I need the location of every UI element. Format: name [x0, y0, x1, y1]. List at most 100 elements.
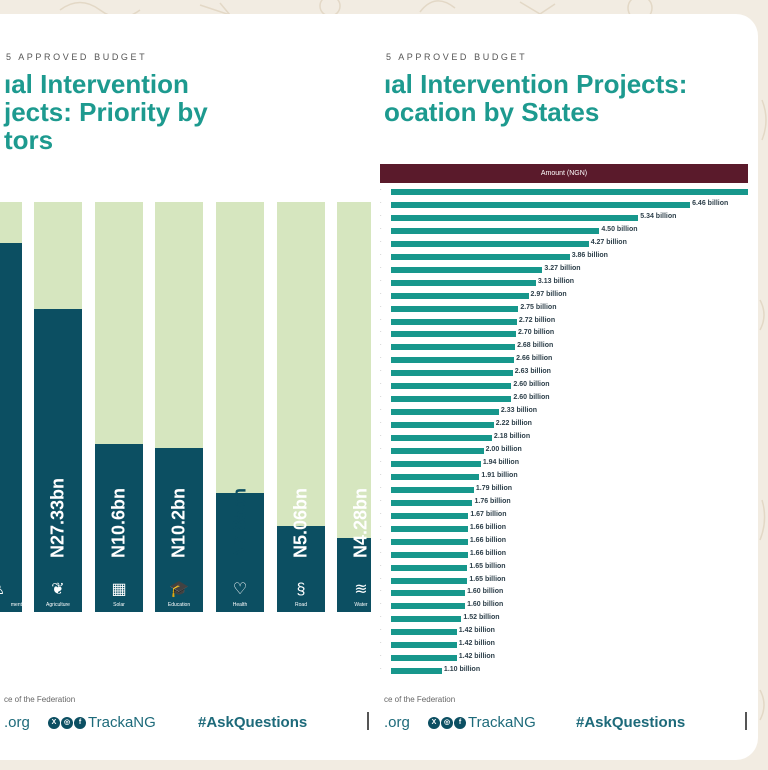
bar-value-label: 1.91 billion [481, 471, 518, 479]
bar-value-label: N10.6bn [108, 487, 129, 558]
state-bar [391, 318, 517, 325]
title-line: ıal Intervention Projects: [384, 69, 688, 99]
bar-fill [34, 308, 82, 612]
sector-bar-education: N10.2bn 🎓 Education [155, 202, 203, 612]
bar-value-label: 2.75 billion [520, 303, 557, 311]
state-bar [391, 448, 484, 454]
row-marker: · [380, 212, 382, 219]
state-bar [391, 603, 466, 610]
bar-value-label: 3.86 billion [571, 251, 608, 259]
state-bar [391, 577, 468, 584]
seedling-icon: ❦ [51, 581, 65, 598]
state-bar [391, 538, 468, 545]
handle-text: TrackaNG [468, 714, 536, 731]
sector-label: Health [232, 602, 248, 608]
sector-label: ment [10, 602, 22, 608]
state-bar [391, 201, 691, 208]
heart-pulse-icon: ♡ [232, 581, 248, 598]
state-bar [391, 383, 512, 390]
handle-text: TrackaNG [88, 714, 156, 731]
bar-value-label: 1.42 billion [458, 627, 495, 635]
water-waves-icon: ≋ [354, 581, 368, 598]
state-bar [391, 525, 468, 532]
row-marker: · [380, 510, 382, 517]
bar-value-label: 2.00 billion [485, 446, 522, 453]
bar-value-label: N10.2bn [168, 487, 189, 558]
sector-label: Water [354, 602, 368, 608]
row-marker: · [380, 290, 382, 297]
state-bar [391, 240, 589, 247]
state-bar [391, 564, 468, 571]
bar-value-label: 4.27 billion [590, 238, 627, 246]
x-icon: X [428, 717, 440, 729]
bar-value-label: 5.34 billion [640, 212, 677, 220]
bar-value-label: 1.67 billion [470, 510, 507, 518]
row-marker: · [380, 238, 382, 245]
bar-value-label: 1.65 billion [469, 562, 506, 570]
bar-value-label: 1.79 billion [475, 484, 513, 492]
bar-value-label: 1.65 billion [469, 575, 506, 583]
source-note: ce of the Federation [4, 695, 76, 704]
row-marker: · [380, 251, 382, 258]
row-marker: · [380, 394, 382, 401]
row-marker: · [380, 433, 382, 440]
bar-value-label: 3.13 billion [537, 277, 575, 285]
infographic-title: ıal Intervention jects: Priority by tors [4, 70, 208, 154]
state-bar [391, 253, 570, 260]
state-bar [391, 344, 516, 351]
state-bar [391, 512, 469, 519]
row-marker: · [380, 471, 382, 478]
website-text: .org [4, 714, 30, 731]
state-bar [391, 435, 492, 442]
road-icon: § [296, 581, 306, 598]
state-bar [391, 473, 480, 480]
bar-fill [0, 243, 22, 612]
row-marker: · [380, 446, 382, 452]
sector-label: Solar [113, 602, 125, 608]
row-marker: · [380, 187, 382, 193]
bar-value-label: 1.76 billion [474, 497, 511, 505]
row-marker: · [380, 497, 382, 504]
source-note: ce of the Federation [384, 695, 456, 704]
sector-bar-solar: N10.6bn ▦ Solar [95, 202, 143, 612]
row-marker: · [380, 588, 382, 595]
bar-value-label: 2.72 billion [518, 316, 556, 324]
social-icons: X ◎ f [428, 717, 466, 729]
bar-fill [337, 538, 371, 612]
state-bar [391, 616, 462, 623]
sector-bar-road: N5.06bn § Road [277, 202, 325, 612]
bar-value-label: 1.60 billion [467, 588, 504, 596]
state-bar [391, 668, 442, 675]
solar-panel-icon: ▦ [111, 581, 127, 598]
graduation-cap-icon: 🎓 [169, 581, 189, 598]
facebook-icon: f [74, 717, 86, 729]
sector-label: Agriculture [46, 602, 70, 608]
person-icon: ♙ [0, 582, 5, 598]
bar-value-label: 4.50 billion [601, 225, 638, 233]
bar-value-label: 2.68 billion [517, 342, 554, 350]
row-marker: · [380, 575, 382, 582]
state-bar [391, 642, 457, 649]
row-marker: · [380, 458, 382, 465]
bar-value-label: N7.85bn [229, 487, 250, 558]
state-bar [391, 279, 536, 286]
row-marker: · [380, 199, 382, 206]
bar-value-label: 2.60 billion [513, 394, 550, 402]
bar-value-label: 2.22 billion [495, 420, 532, 428]
bar-value-label: 1.66 billion [469, 536, 507, 544]
website-text: .org [384, 714, 410, 731]
kicker: 5 APPROVED BUDGET [6, 52, 148, 62]
row-marker: · [380, 536, 382, 543]
sector-label: Education [167, 602, 191, 608]
instagram-icon: ◎ [61, 717, 73, 729]
bar-value-label: 2.60 billion [513, 381, 550, 389]
row-marker: · [380, 640, 382, 647]
bar-value-label: 2.70 billion [518, 329, 555, 337]
state-bar [391, 370, 513, 377]
sector-label: Road [295, 602, 307, 608]
row-marker: · [380, 653, 382, 660]
row-marker: · [380, 368, 382, 375]
title-line: jects: Priority by [4, 97, 208, 127]
bar-value-label: 1.10 billion [443, 666, 481, 674]
title-line: ocation by States [384, 97, 600, 127]
